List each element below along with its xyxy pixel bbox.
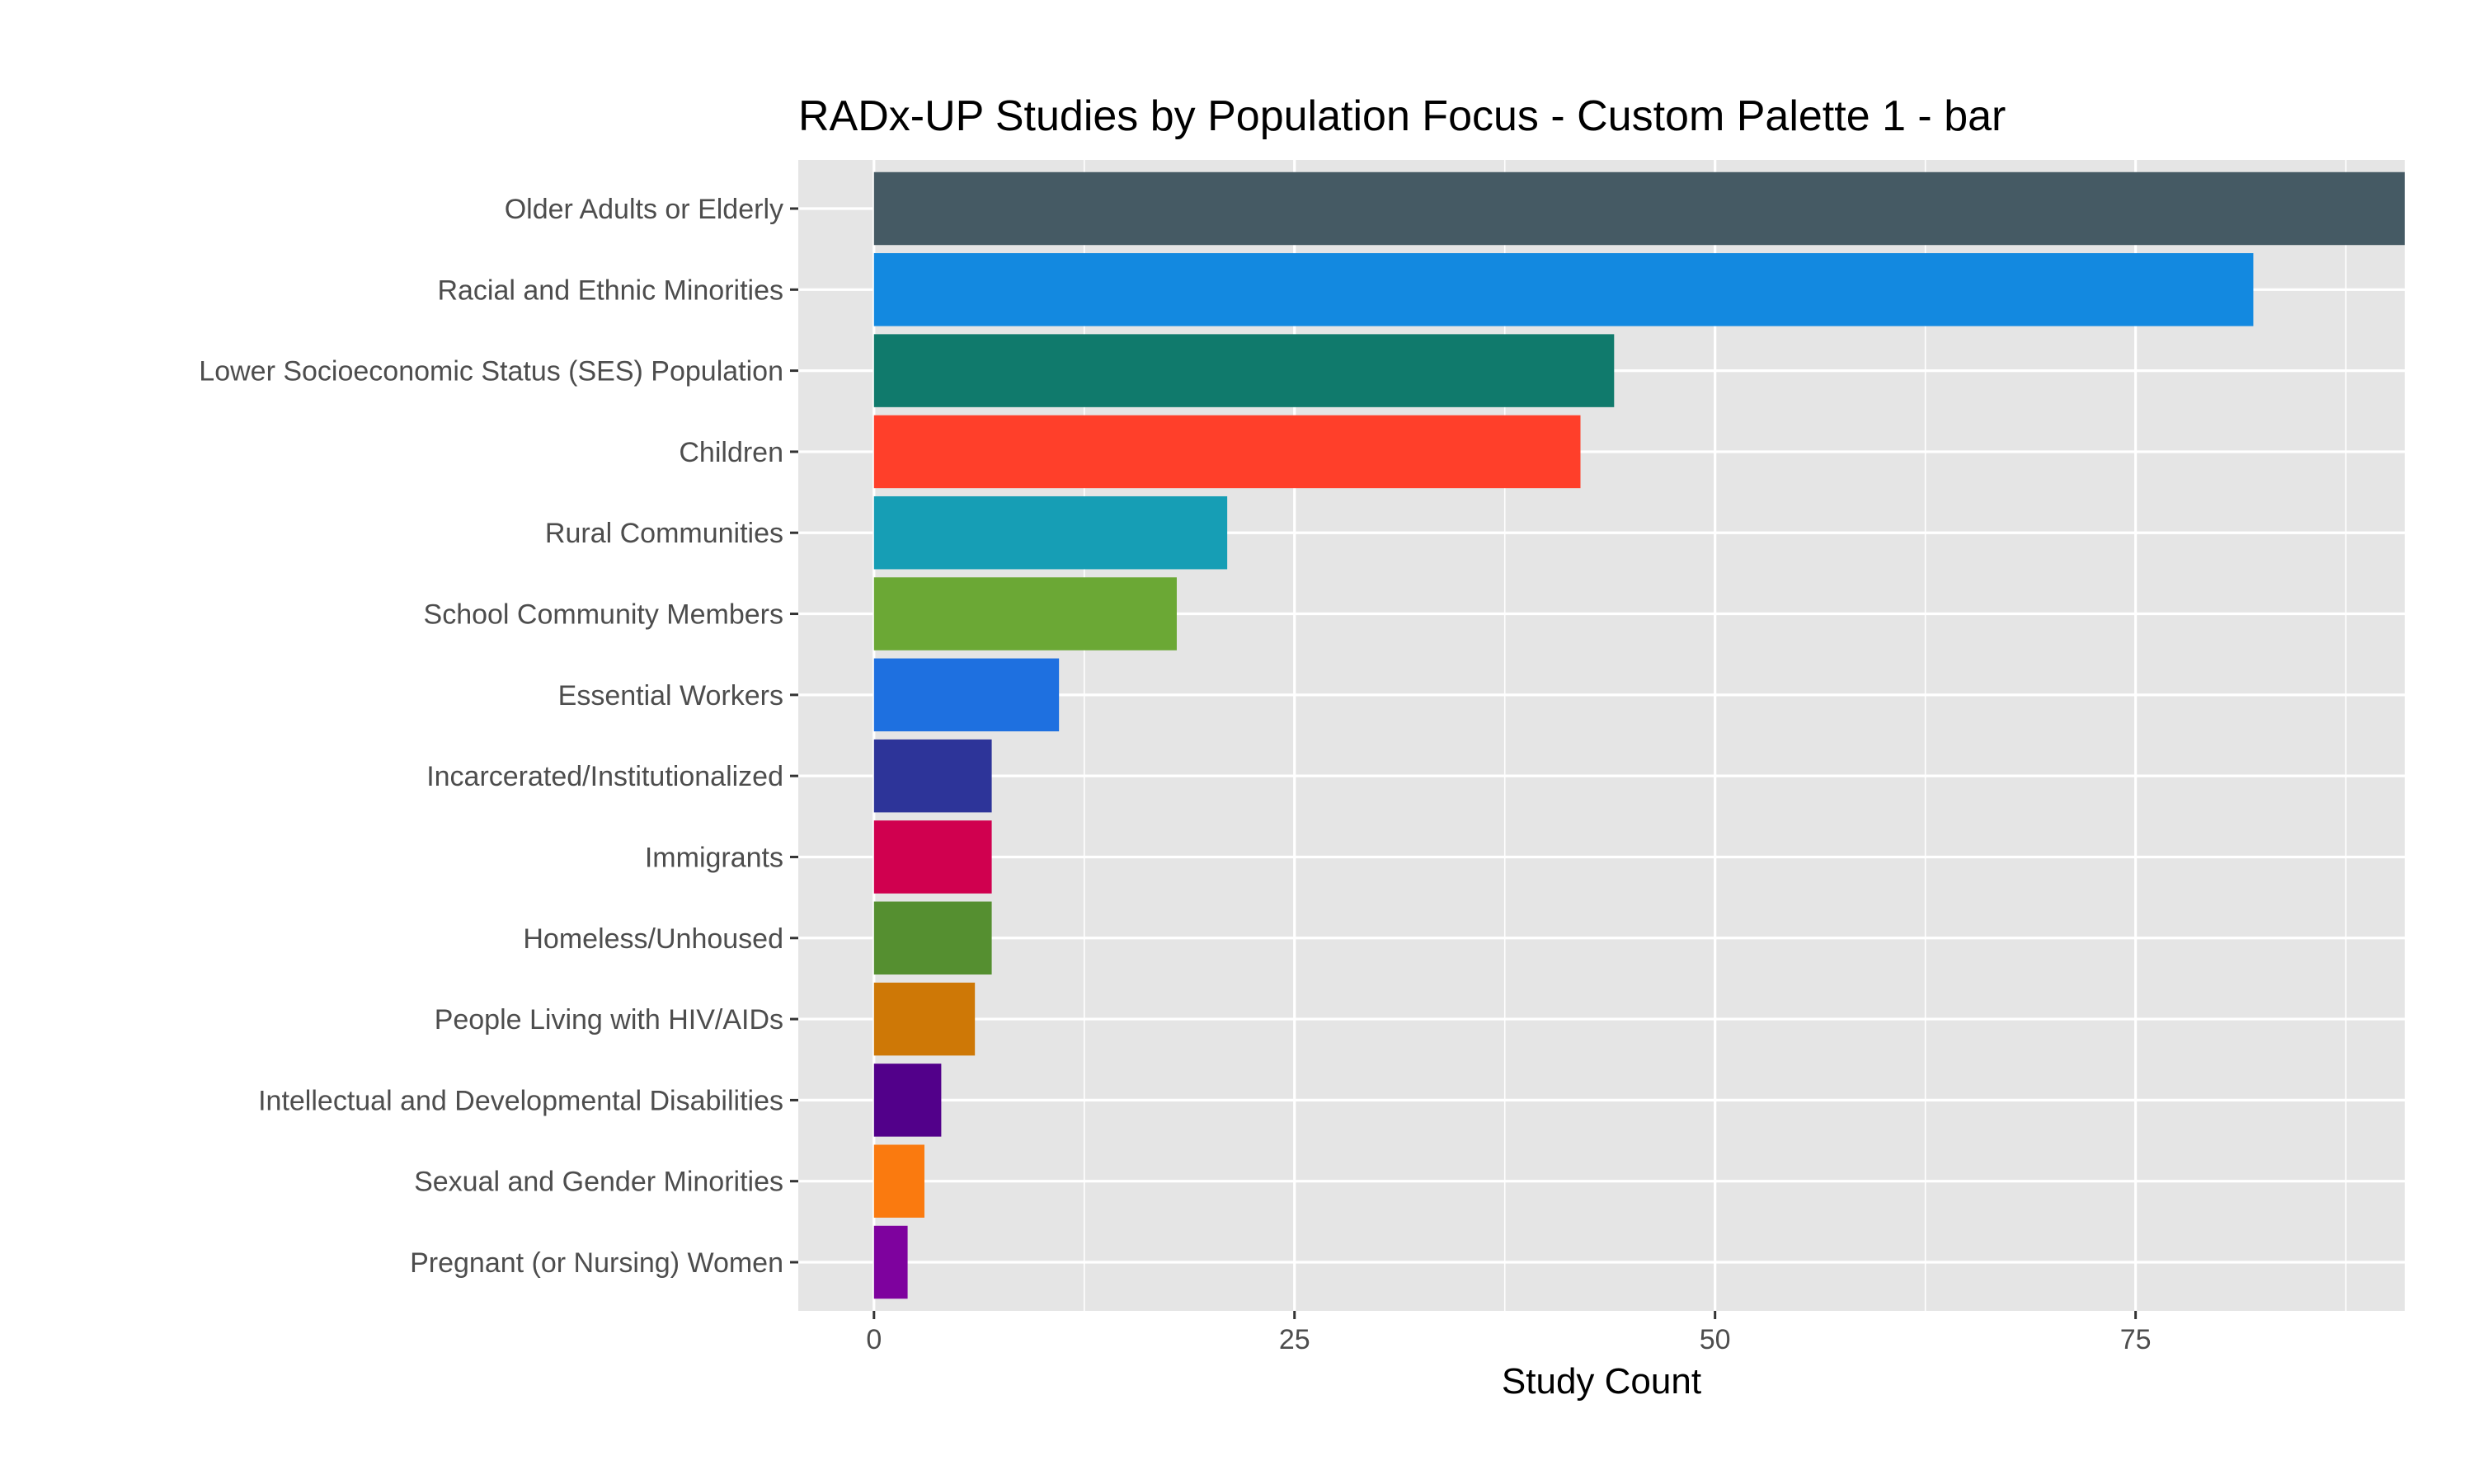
category-label: Immigrants	[645, 842, 783, 873]
bar	[873, 577, 1177, 650]
category-label: People Living with HIV/AIDs	[435, 1004, 783, 1036]
category-label: Homeless/Unhoused	[523, 923, 783, 955]
category-label: School Community Members	[424, 599, 783, 631]
x-tick-label: 25	[1279, 1324, 1310, 1355]
bar	[873, 415, 1581, 489]
bar	[873, 1064, 942, 1137]
x-tick-label: 75	[2120, 1324, 2152, 1355]
category-label: Essential Workers	[558, 680, 783, 711]
x-tick-label: 0	[866, 1324, 882, 1355]
bar	[873, 1225, 908, 1299]
category-label: Racial and Ethnic Minorities	[437, 275, 783, 306]
bar	[873, 334, 1615, 407]
plot-panel	[798, 160, 2405, 1311]
chart-title: RADx-UP Studies by Population Focus - Cu…	[798, 92, 2006, 140]
bar	[873, 171, 2405, 246]
category-labels: Older Adults or Elderly Racial and Ethnic…	[199, 194, 798, 1279]
bar	[873, 1144, 924, 1218]
x-axis-title: Study Count	[1502, 1361, 1701, 1402]
bar	[873, 495, 1228, 570]
category-label: Older Adults or Elderly	[505, 194, 783, 225]
category-label: Sexual and Gender Minorities	[414, 1167, 783, 1198]
category-label: Lower Socioeconomic Status (SES) Populat…	[199, 356, 783, 387]
bar	[873, 658, 1060, 732]
category-label: Children	[679, 437, 783, 468]
bar	[873, 901, 992, 975]
bar	[873, 982, 976, 1056]
bar	[873, 820, 992, 894]
category-label: Intellectual and Developmental Disabilit…	[258, 1085, 783, 1116]
category-label: Rural Communities	[545, 518, 783, 549]
category-label: Incarcerated/Institutionalized	[426, 761, 783, 792]
x-axis-ticks: 0 25 50 75	[866, 1311, 2152, 1355]
x-tick-label: 50	[1700, 1324, 1731, 1355]
category-label: Pregnant (or Nursing) Women	[410, 1247, 783, 1279]
bar	[873, 739, 992, 813]
bars	[873, 171, 2405, 1299]
bar	[873, 253, 2254, 326]
